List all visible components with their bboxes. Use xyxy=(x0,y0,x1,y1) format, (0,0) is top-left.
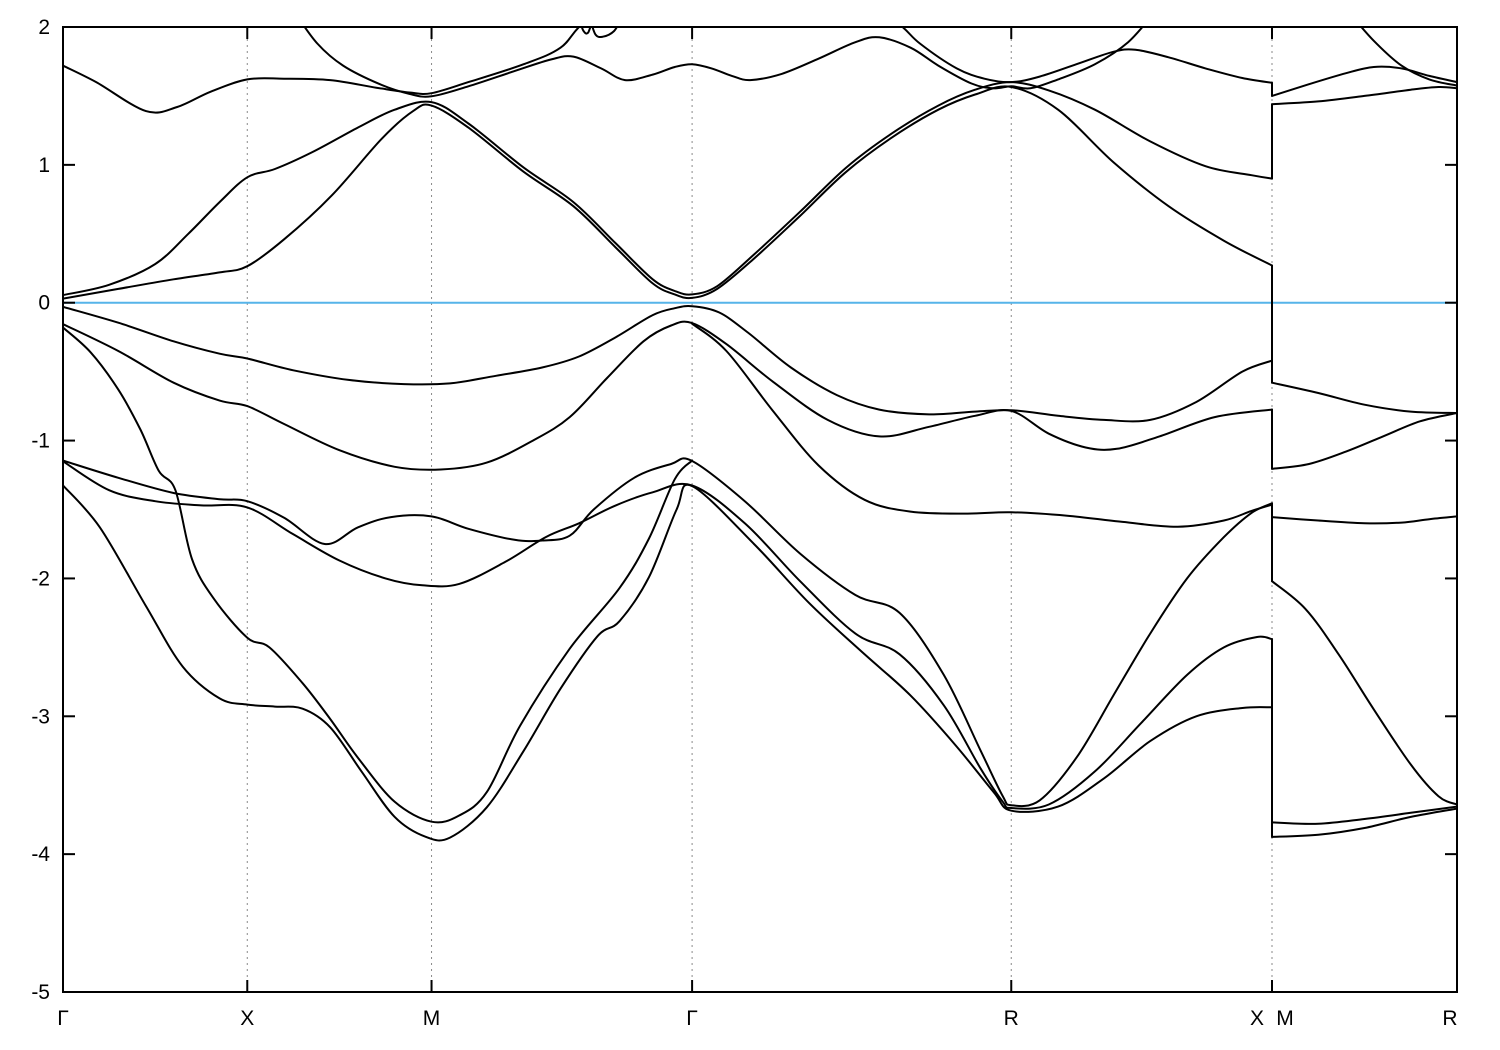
band-curve-cond-upper xyxy=(63,27,1273,114)
band-curves xyxy=(63,27,1457,842)
x-tick-label-M: M xyxy=(1276,1007,1294,1030)
band-curve-mr-3-from-top xyxy=(1359,27,1457,87)
plot-border xyxy=(62,26,1458,993)
x-tick-label-X: X xyxy=(240,1007,254,1030)
band-curve-mr-2 xyxy=(1271,85,1457,106)
band-curve-cond-t2g-2 xyxy=(63,85,1273,300)
band-curve-val-3-flat xyxy=(691,322,1273,528)
band-curve-mr-8 xyxy=(1271,805,1457,825)
x-tick-label-R: R xyxy=(1442,1007,1457,1030)
y-tick-label--5: -5 xyxy=(31,981,50,1004)
band-curve-cond-top-dip-a xyxy=(580,27,592,35)
y-tick-label--4: -4 xyxy=(31,843,50,866)
band-curve-val-6 xyxy=(63,460,1273,810)
band-curve-mr-7 xyxy=(1271,580,1457,806)
band-curve-val-7-deep xyxy=(63,483,1273,842)
band-curve-mr-5 xyxy=(1271,412,1457,470)
band-curve-val-5 xyxy=(63,457,1273,808)
x-tick-label-Γ: Γ xyxy=(686,1007,698,1030)
band-curve-mr-1 xyxy=(1271,65,1457,97)
band-curve-val-4-steep xyxy=(63,326,694,824)
y-tick-label--3: -3 xyxy=(31,705,50,728)
band-curve-mr-4 xyxy=(1271,381,1457,414)
y-tick-label-0: 0 xyxy=(38,292,50,315)
band-curve-cond-t2g-1 xyxy=(63,81,1273,297)
band-curve-mr-6 xyxy=(1271,515,1457,525)
y-tick-label-2: 2 xyxy=(38,16,50,39)
y-tick-label-1: 1 xyxy=(38,154,50,177)
band-curve-val-1 xyxy=(63,305,1273,423)
y-tick-label--1: -1 xyxy=(31,430,50,453)
x-tick-label-X: X xyxy=(1250,1007,1264,1030)
band-curve-mr-9 xyxy=(1271,807,1457,838)
band-curve-val-2 xyxy=(63,320,1273,471)
y-tick-label--2: -2 xyxy=(31,567,50,590)
x-tick-label-M: M xyxy=(423,1007,441,1030)
x-tick-label-Γ: Γ xyxy=(57,1007,69,1030)
x-tick-label-R: R xyxy=(1004,1007,1019,1030)
